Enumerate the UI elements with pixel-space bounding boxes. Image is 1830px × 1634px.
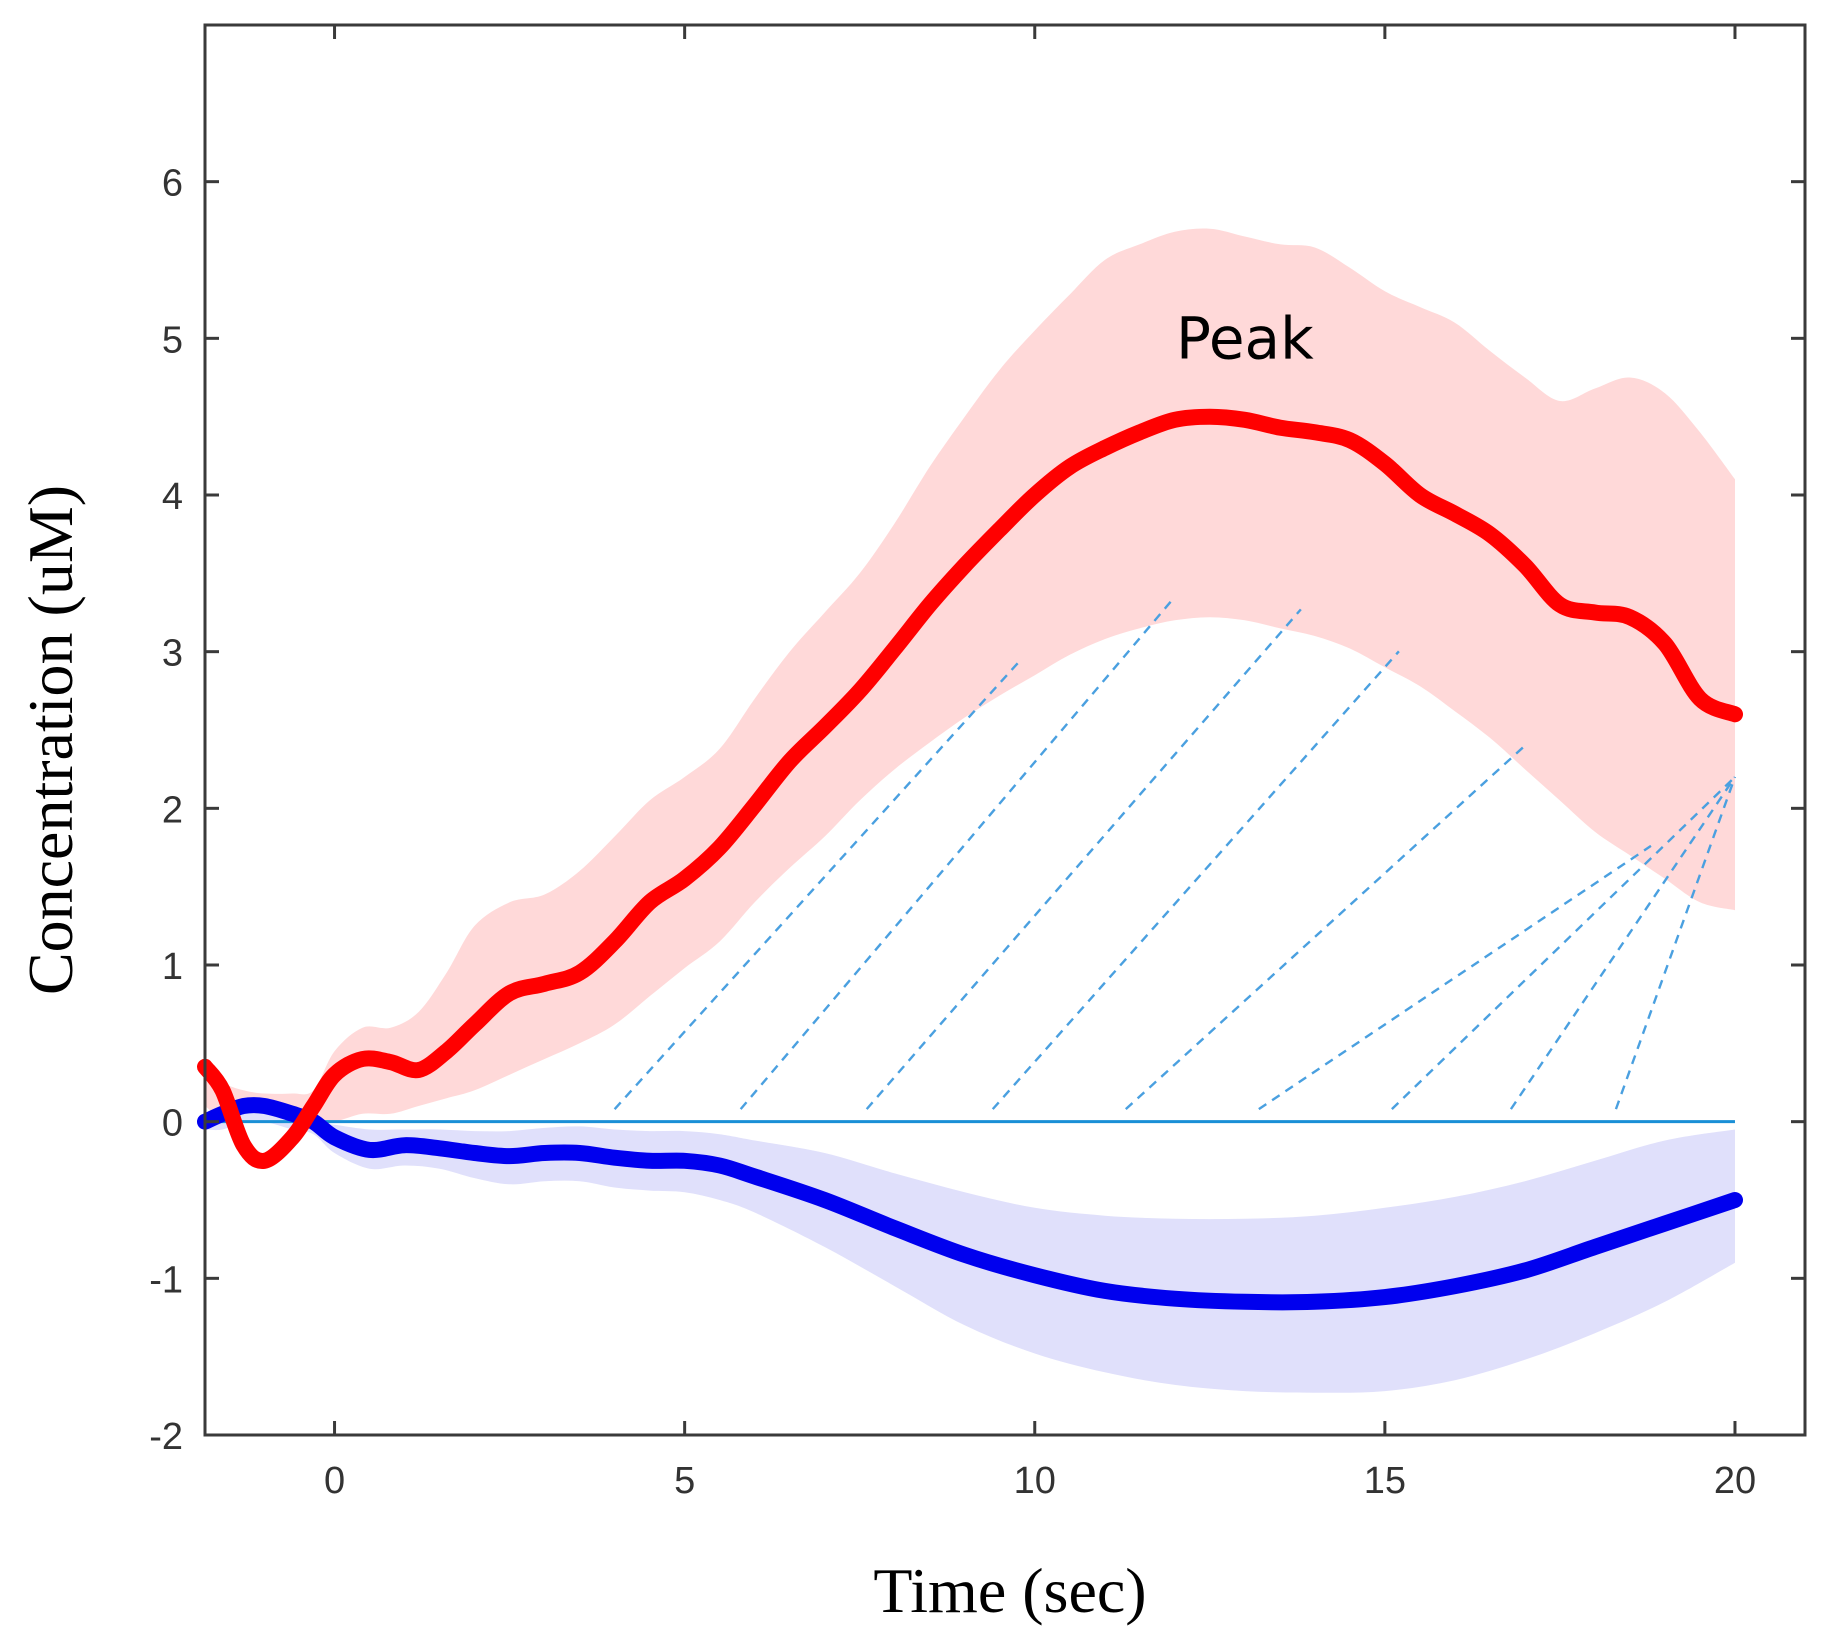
y-tick-label: 0 bbox=[162, 1103, 183, 1145]
x-tick-label: 0 bbox=[324, 1460, 345, 1502]
x-tick-labels: 0 5 10 15 20 bbox=[324, 1460, 1756, 1502]
red-series-line bbox=[197, 408, 1743, 1169]
y-tick-labels: -2 -1 0 1 2 3 4 5 6 bbox=[149, 163, 183, 1458]
axis-ticks bbox=[205, 25, 1805, 1437]
hatch-line bbox=[1509, 776, 1736, 1110]
y-tick-label: 1 bbox=[162, 946, 183, 988]
hatch-line bbox=[865, 608, 1302, 1110]
y-tick-label: 4 bbox=[162, 476, 183, 518]
hatch-line bbox=[1614, 776, 1737, 1110]
blue-series-line bbox=[197, 1097, 1743, 1311]
hatch-line bbox=[991, 650, 1400, 1110]
plot-frame bbox=[203, 23, 1807, 1437]
x-tick-label: 5 bbox=[674, 1460, 695, 1502]
series-lines bbox=[197, 408, 1743, 1311]
x-tick-label: 20 bbox=[1714, 1460, 1756, 1502]
y-tick-label: 6 bbox=[162, 163, 183, 205]
y-tick-label: 5 bbox=[162, 319, 183, 361]
x-tick-label: 10 bbox=[1014, 1460, 1056, 1502]
y-tick-label: -2 bbox=[149, 1416, 183, 1458]
hatch-line bbox=[613, 659, 1022, 1110]
x-tick-label: 15 bbox=[1364, 1460, 1406, 1502]
y-tick-label: 2 bbox=[162, 789, 183, 831]
y-tick-label: 3 bbox=[162, 633, 183, 675]
hatch-lines bbox=[613, 596, 1737, 1111]
y-axis-label: Concentration (uM) bbox=[15, 485, 86, 995]
red-band bbox=[205, 228, 1735, 1123]
x-axis-label: Time (sec) bbox=[873, 1555, 1146, 1626]
y-tick-label: -1 bbox=[149, 1259, 183, 1301]
annotation-peak: Peak bbox=[1176, 304, 1314, 372]
hatch-line bbox=[1124, 744, 1526, 1111]
